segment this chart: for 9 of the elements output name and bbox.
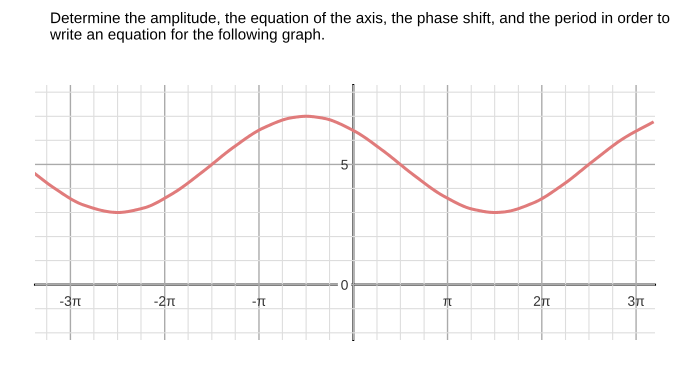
y-tick-label: 5 <box>341 160 348 170</box>
chart-title: Determine the amplitude, the equation of the axis, the phase shift, and the period in order to write an equation for the following graph. <box>50 12 670 43</box>
x-tick-label: -2π <box>154 296 176 306</box>
x-tick-label: -π <box>252 298 266 306</box>
x-tick-label: π <box>443 298 452 306</box>
y-tick-label: 0 <box>341 280 348 290</box>
x-tick-label: 3π <box>628 296 644 306</box>
x-tick-label: 2π <box>534 296 550 306</box>
x-tick-label: -3π <box>60 296 81 306</box>
